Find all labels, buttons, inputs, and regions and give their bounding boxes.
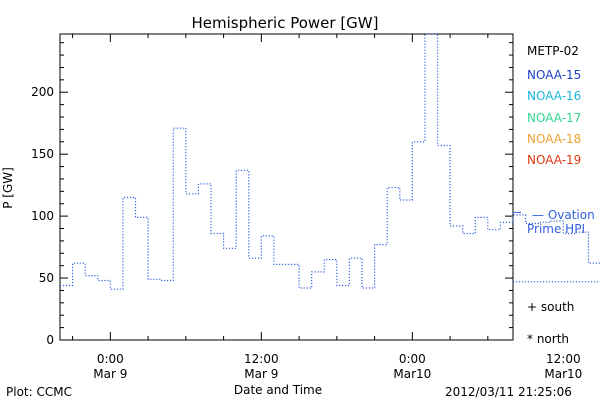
y-axis-label: P [GW] [1,167,15,209]
x-tick-label-time: 12:00 [244,352,279,366]
y-tick-label: 0 [46,333,54,347]
x-tick-label-date: Mar10 [544,367,582,381]
series-line-0 [60,33,600,290]
x-axis-label: Date and Time [234,383,322,397]
legend-item-noaa-18: NOAA-18 [527,132,582,146]
y-tick-label: 100 [31,209,54,223]
legend-ovation-line1: — Ovation [532,208,595,222]
legend-south: + south [527,300,575,314]
legend-item-noaa-15: NOAA-15 [527,68,582,82]
y-axis: 0 50 100 150 200 [31,42,513,347]
y-tick-label: 150 [31,147,54,161]
legend-ovation-line2: Prime HPI [527,222,585,236]
legend-item-noaa-19: NOAA-19 [527,153,582,167]
chart-title: Hemispheric Power [GW] [192,14,379,32]
y-tick-label: 200 [31,85,54,99]
x-tick-label-date: Mar 9 [244,367,278,381]
legend-north: * north [527,332,570,346]
plot-frame [59,33,514,341]
x-tick-label-time: 0:00 [97,352,124,366]
x-tick-label-date: Mar 9 [93,367,127,381]
legend-item-noaa-17: NOAA-17 [527,111,582,125]
x-tick-label-time: 0:00 [399,352,426,366]
legend-item-metp-02: METP-02 [527,44,579,58]
legend-item-noaa-16: NOAA-16 [527,89,582,103]
x-tick-label-date: Mar10 [393,367,431,381]
data-series [60,33,600,290]
y-tick-label: 50 [39,271,54,285]
x-tick-label-time: 12:00 [546,352,581,366]
plot-timestamp: 2012/03/11 21:25:06 [445,385,572,399]
plot-credit: Plot: CCMC [6,385,72,399]
